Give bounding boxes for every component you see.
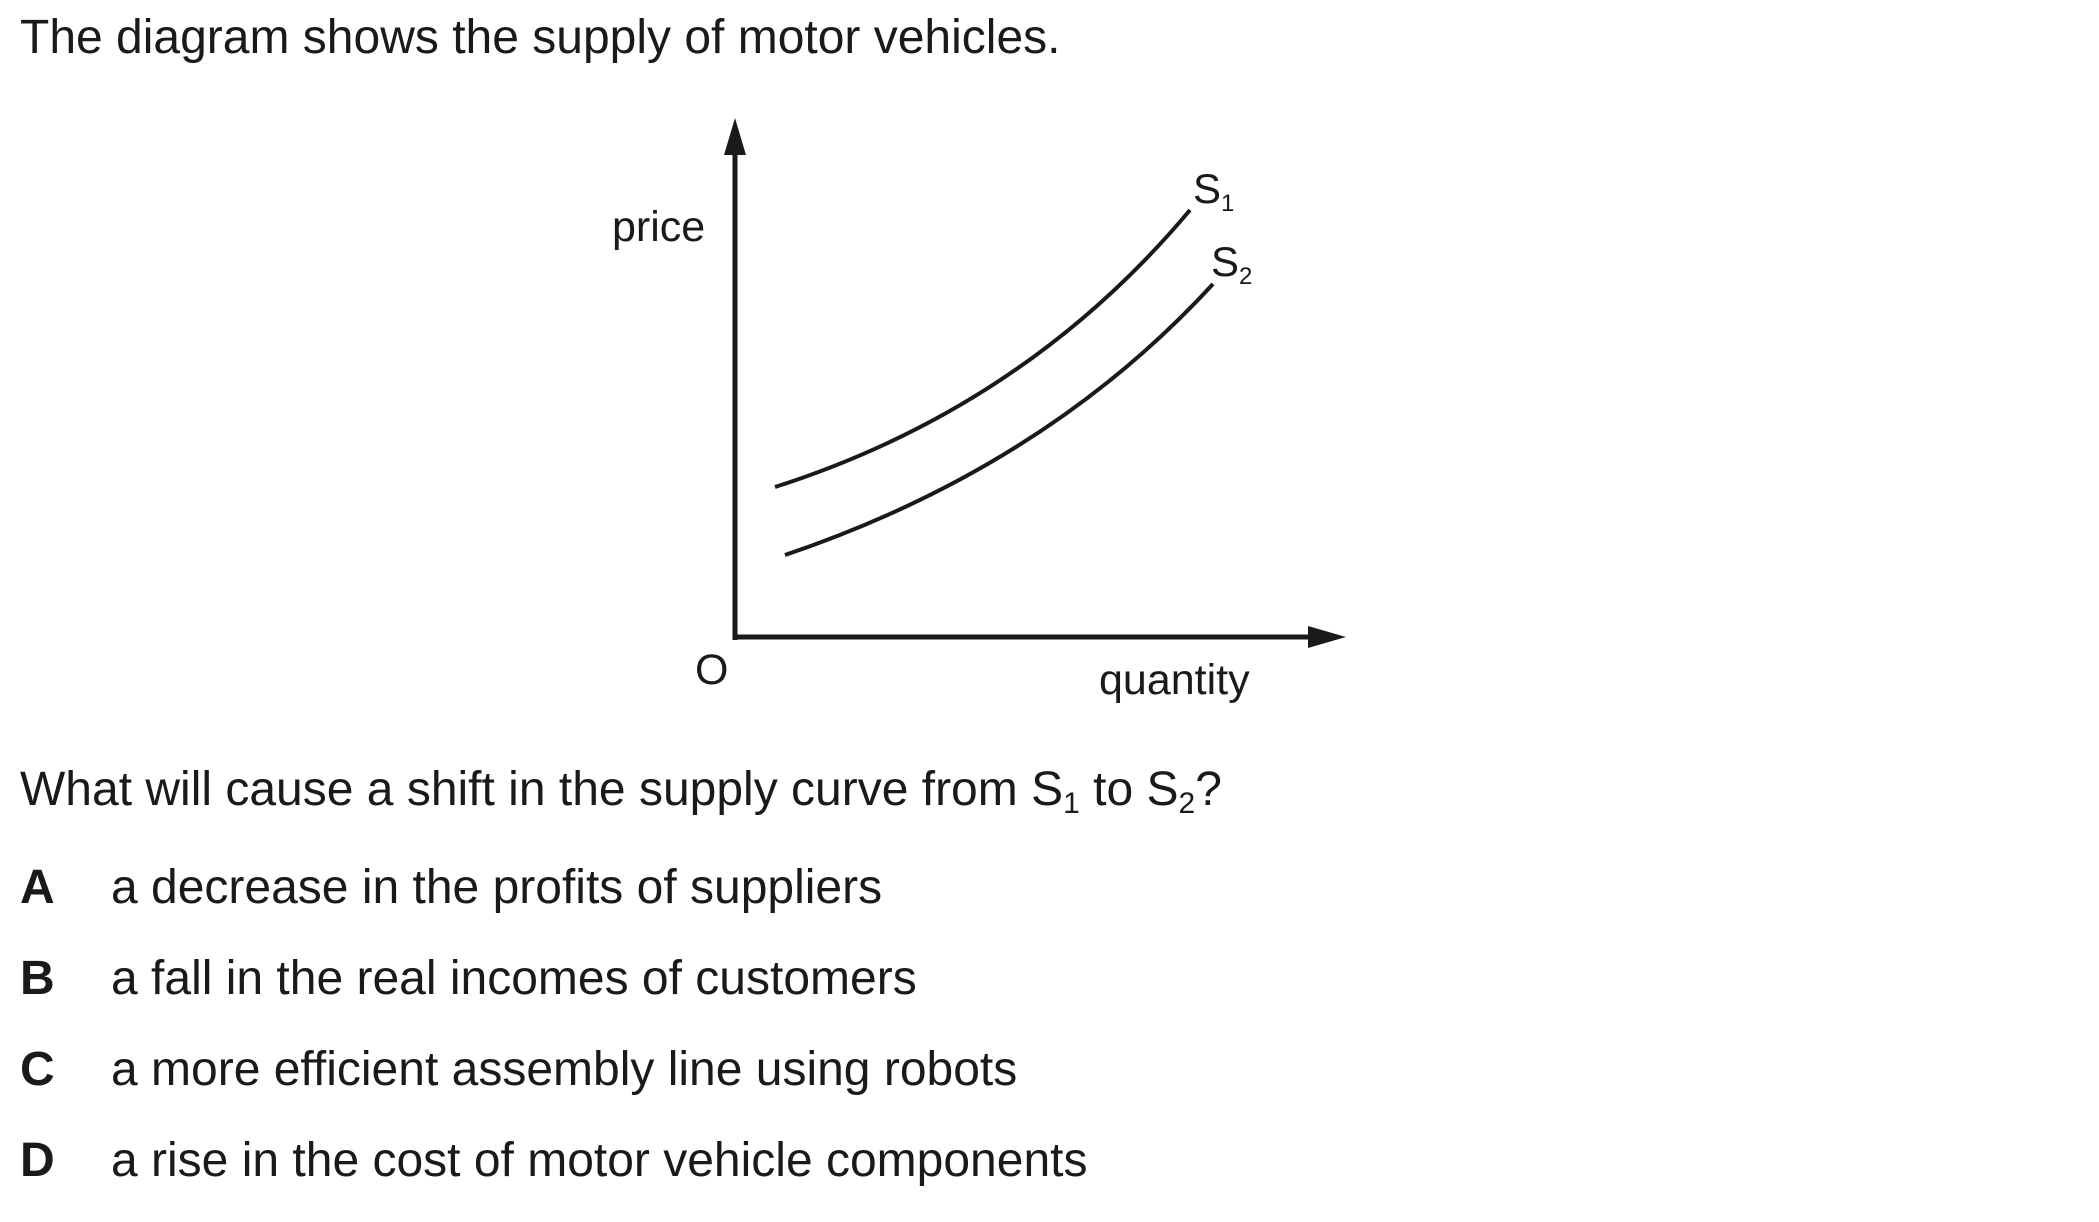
curve-label-s1-sub: 1 <box>1221 190 1234 217</box>
question-part-3: ? <box>1195 763 1222 816</box>
option-d-text: a rise in the cost of motor vehicle comp… <box>111 1134 1088 1187</box>
option-a-text: a decrease in the profits of suppliers <box>111 861 883 914</box>
curve-label-s1-base: S <box>1193 165 1221 212</box>
option-d-letter: D <box>20 1134 55 1187</box>
origin-label: O <box>695 646 728 694</box>
question-sub-2: 2 <box>1178 787 1196 820</box>
x-axis-label: quantity <box>1099 656 1250 704</box>
question-text: What will cause a shift in the supply cu… <box>20 760 1222 820</box>
x-axis-arrowhead <box>1308 626 1346 648</box>
option-b[interactable]: B a fall in the real incomes of customer… <box>20 949 1087 1040</box>
supply-curve-s2 <box>784 282 1215 557</box>
intro-text: The diagram shows the supply of motor ve… <box>20 11 1061 64</box>
supply-diagram: price quantity O S1 S2 <box>612 118 1346 704</box>
supply-curve-s1 <box>774 208 1192 489</box>
option-d[interactable]: D a rise in the cost of motor vehicle co… <box>20 1131 1087 1222</box>
curve-label-s2: S2 <box>1211 238 1252 290</box>
curve-label-s2-base: S <box>1211 238 1239 285</box>
y-axis-label: price <box>612 203 705 251</box>
option-c-letter: C <box>20 1043 55 1096</box>
curve-label-s2-sub: 2 <box>1239 263 1252 290</box>
question-sub-1: 1 <box>1063 787 1080 820</box>
option-b-letter: B <box>20 952 55 1005</box>
option-c[interactable]: C a more efficient assembly line using r… <box>20 1040 1087 1131</box>
option-c-text: a more efficient assembly line using rob… <box>111 1043 1018 1096</box>
option-a-letter: A <box>20 861 55 914</box>
question-part-1: What will cause a shift in the supply cu… <box>20 763 1064 816</box>
curve-label-s1: S1 <box>1193 165 1234 217</box>
option-a[interactable]: A a decrease in the profits of suppliers <box>20 858 1087 949</box>
option-b-text: a fall in the real incomes of customers <box>111 952 917 1005</box>
answer-options: A a decrease in the profits of suppliers… <box>20 858 1087 1222</box>
question-part-2: to S <box>1079 763 1179 816</box>
y-axis-arrowhead <box>724 118 746 155</box>
